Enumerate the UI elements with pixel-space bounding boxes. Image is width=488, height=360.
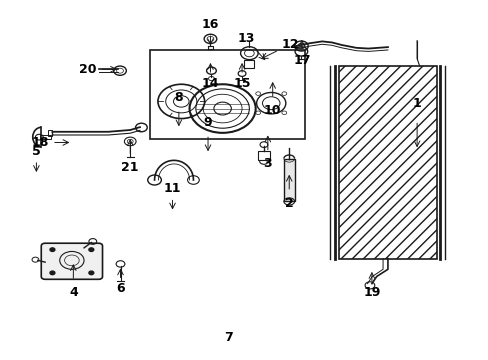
- Text: 12: 12: [282, 38, 299, 51]
- Circle shape: [50, 248, 55, 251]
- Text: 20: 20: [79, 63, 97, 76]
- Text: 2: 2: [285, 197, 293, 210]
- Bar: [339, 66, 436, 258]
- Text: 21: 21: [121, 161, 139, 174]
- Bar: [48, 130, 52, 136]
- Bar: [258, 152, 269, 160]
- Text: 8: 8: [174, 91, 183, 104]
- Text: 5: 5: [32, 145, 41, 158]
- Text: 10: 10: [264, 104, 281, 117]
- Text: 4: 4: [69, 286, 78, 299]
- Text: 14: 14: [202, 77, 219, 90]
- Text: 18: 18: [32, 136, 49, 149]
- Text: 19: 19: [363, 286, 380, 299]
- Bar: [40, 135, 51, 139]
- Circle shape: [89, 271, 94, 275]
- Text: 17: 17: [292, 54, 310, 67]
- Text: 3: 3: [263, 157, 272, 170]
- Text: 1: 1: [412, 97, 421, 110]
- Text: 7: 7: [224, 332, 232, 345]
- Text: 13: 13: [237, 32, 254, 45]
- Circle shape: [89, 248, 94, 251]
- Bar: [149, 50, 305, 139]
- Text: 15: 15: [233, 77, 250, 90]
- Text: 11: 11: [163, 183, 181, 195]
- Text: 9: 9: [203, 116, 212, 129]
- Text: 6: 6: [116, 283, 124, 296]
- Text: 16: 16: [202, 18, 219, 31]
- Bar: [284, 158, 294, 202]
- Bar: [244, 60, 254, 68]
- Circle shape: [50, 271, 55, 275]
- FancyBboxPatch shape: [41, 243, 102, 279]
